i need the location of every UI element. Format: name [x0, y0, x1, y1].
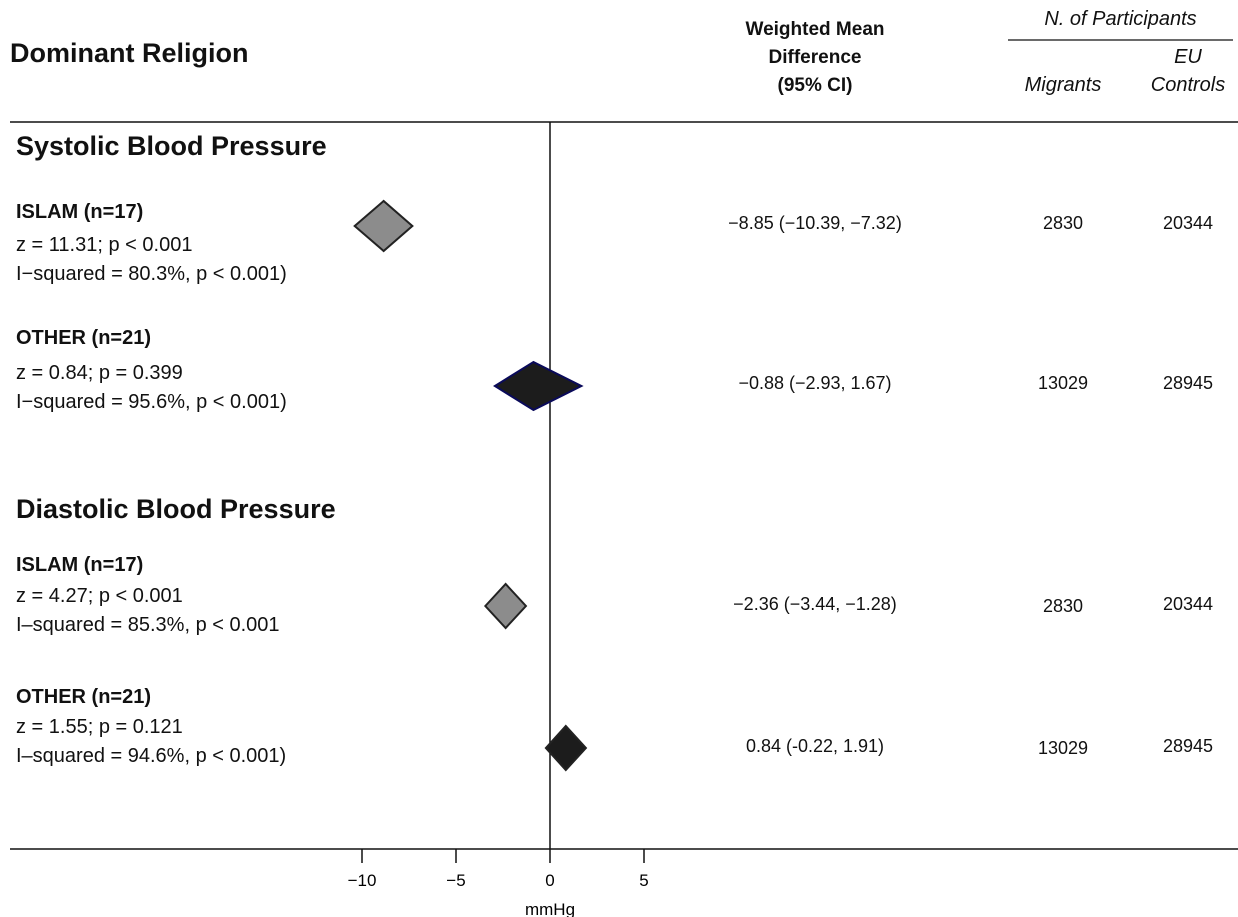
estimate-diamond-islam — [483, 582, 528, 630]
z-stat: z = 0.84; p = 0.399 — [16, 362, 183, 384]
wmd-value: 0.84 (-0.22, 1.91) — [745, 736, 885, 756]
z-stat: z = 11.31; p < 0.001 — [16, 234, 193, 256]
section-title-diastolic: Diastolic Blood Pressure — [16, 494, 336, 524]
wmd-value: −2.36 (−3.44, −1.28) — [733, 594, 897, 614]
x-axis-label: mmHg — [525, 900, 575, 917]
i-squared-stat: I–squared = 94.6%, p < 0.001) — [16, 745, 287, 767]
i-squared-stat: I−squared = 95.6%, p < 0.001) — [16, 391, 287, 413]
z-stat: z = 4.27; p < 0.001 — [16, 585, 183, 607]
controls-count: 20344 — [1162, 213, 1214, 233]
x-axis-ticks: −10 −5 0 5 — [348, 849, 649, 890]
participants-header: N. of Participants — [1044, 8, 1197, 30]
estimate-diamond-other — [493, 360, 584, 412]
wmd-header-line3: (95% CI) — [777, 75, 853, 96]
controls-header-line1: EU — [1174, 46, 1202, 68]
migrants-header: Migrants — [1024, 74, 1102, 96]
migrants-count: 2830 — [1042, 213, 1084, 233]
wmd-header-line2: Difference — [768, 47, 862, 68]
diamond-layer — [353, 199, 588, 772]
estimate-diamond-other — [544, 724, 588, 772]
i-squared-stat: I–squared = 85.3%, p < 0.001 — [16, 614, 280, 636]
x-tick-label: −10 — [348, 871, 377, 890]
migrants-count: 13029 — [1037, 373, 1089, 393]
controls-count: 28945 — [1162, 373, 1214, 393]
controls-count: 28945 — [1162, 736, 1214, 756]
estimate-diamond-islam — [353, 199, 414, 253]
section-title-systolic: Systolic Blood Pressure — [16, 131, 327, 161]
controls-count: 20344 — [1162, 594, 1214, 614]
group-label: OTHER (n=21) — [16, 327, 152, 349]
group-label: OTHER (n=21) — [16, 686, 152, 708]
wmd-header-line1: Weighted Mean — [745, 19, 885, 40]
group-label: ISLAM (n=17) — [16, 554, 144, 576]
migrants-count: 13029 — [1037, 738, 1089, 758]
controls-header-line2: Controls — [1150, 74, 1226, 96]
group-label: ISLAM (n=17) — [16, 201, 144, 223]
wmd-value: −8.85 (−10.39, −7.32) — [728, 213, 902, 233]
z-stat: z = 1.55; p = 0.121 — [16, 716, 183, 738]
i-squared-stat: I−squared = 80.3%, p < 0.001) — [16, 263, 287, 285]
x-tick-label: −5 — [446, 871, 465, 890]
page-title: Dominant Religion — [10, 38, 249, 68]
x-tick-label: 0 — [545, 871, 554, 890]
x-tick-label: 5 — [639, 871, 648, 890]
wmd-value: −0.88 (−2.93, 1.67) — [738, 373, 892, 393]
migrants-count: 2830 — [1042, 596, 1084, 616]
